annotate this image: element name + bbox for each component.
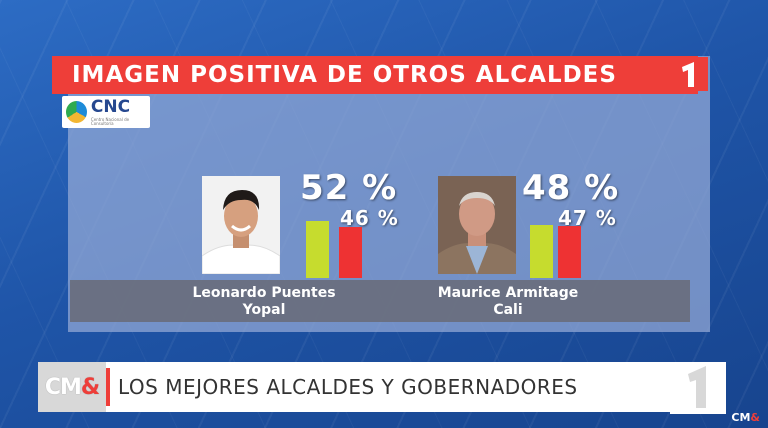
names-strip (70, 280, 690, 322)
corner-bug-text: CM (731, 411, 751, 424)
candidate-2-city: Cali (493, 302, 523, 318)
cnc-logo-text: CNC (90, 96, 131, 117)
cm-logo: CM& (38, 362, 106, 412)
candidate-2-bar-main (530, 225, 553, 278)
channel-one-icon (664, 57, 708, 91)
candidate-2-pct-main: 48 % (522, 168, 620, 208)
corner-bug: CM& (731, 411, 760, 424)
graphic-title-text: IMAGEN POSITIVA DE OTROS ALCALDES (72, 62, 617, 88)
candidate-1-label: Leonardo Puentes Yopal (154, 285, 374, 319)
lower-third (38, 362, 718, 412)
candidate-photo-maurice-armitage (438, 176, 516, 274)
candidate-1-bar-main (306, 220, 329, 278)
lower-third-divider (106, 368, 110, 406)
candidate-2-label: Maurice Armitage Cali (398, 285, 618, 319)
cm-logo-amp: & (80, 374, 100, 400)
candidate-2-name: Maurice Armitage (437, 285, 579, 301)
candidate-1-pct-secondary: 46 % (340, 206, 399, 230)
candidate-2-pct-secondary: 47 % (558, 206, 617, 230)
cnc-logo-icon (66, 101, 87, 123)
candidate-1-bar-secondary (339, 227, 362, 278)
cnc-logo-subtext: Centro Nacional de Consultoría (90, 116, 130, 126)
corner-bug-amp: & (750, 411, 760, 424)
cm-logo-text: CM (44, 374, 82, 400)
candidate-1-pct-main: 52 % (300, 168, 398, 208)
cnc-logo: CNC Centro Nacional de Consultoría (62, 96, 150, 128)
lower-third-headline: LOS MEJORES ALCALDES Y GOBERNADORES (118, 375, 578, 399)
channel-one-lower-icon (670, 362, 726, 414)
candidate-photo-leonardo-puentes (202, 176, 280, 274)
candidate-2-bar-secondary (558, 226, 581, 278)
candidate-1-name: Leonardo Puentes (192, 285, 336, 301)
graphic-title: IMAGEN POSITIVA DE OTROS ALCALDES (52, 56, 698, 94)
candidate-1-city: Yopal (242, 302, 286, 318)
